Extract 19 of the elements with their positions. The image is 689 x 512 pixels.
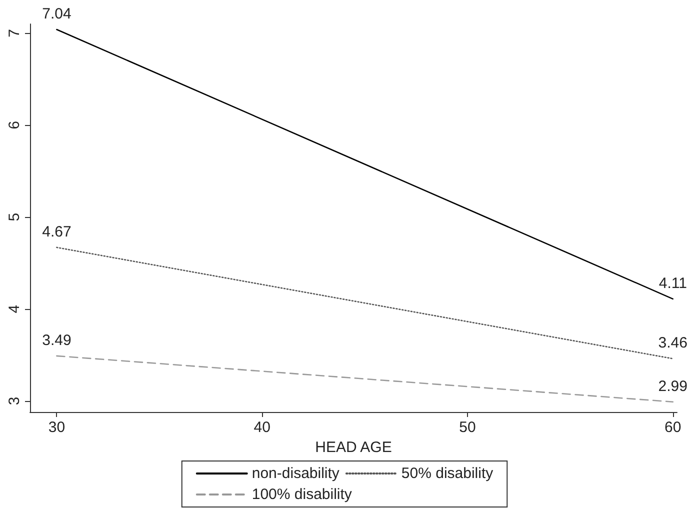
data-label: 3.49	[42, 332, 72, 349]
y-tick-label: 6	[6, 120, 23, 130]
legend-label: 50% disability	[401, 465, 494, 482]
y-tick-label: 3	[6, 396, 23, 406]
x-tick-label: 60	[664, 419, 682, 436]
x-axis-title: HEAD AGE	[315, 438, 392, 456]
y-tick-label: 7	[6, 29, 23, 38]
data-label: 3.46	[658, 334, 688, 352]
data-label: 7.04	[42, 6, 72, 23]
x-tick-label: 40	[254, 419, 270, 436]
legend-label: 100% disability	[252, 486, 352, 503]
x-tick-label: 30	[48, 419, 66, 436]
data-label: 2.99	[658, 378, 688, 395]
x-tick-label: 50	[459, 419, 476, 436]
y-tick-label: 4	[6, 304, 23, 314]
data-label: 4.11	[658, 274, 687, 292]
data-label: 4.67	[42, 223, 72, 240]
y-tick-label: 5	[6, 212, 23, 222]
legend-label: non-disability	[252, 465, 340, 482]
